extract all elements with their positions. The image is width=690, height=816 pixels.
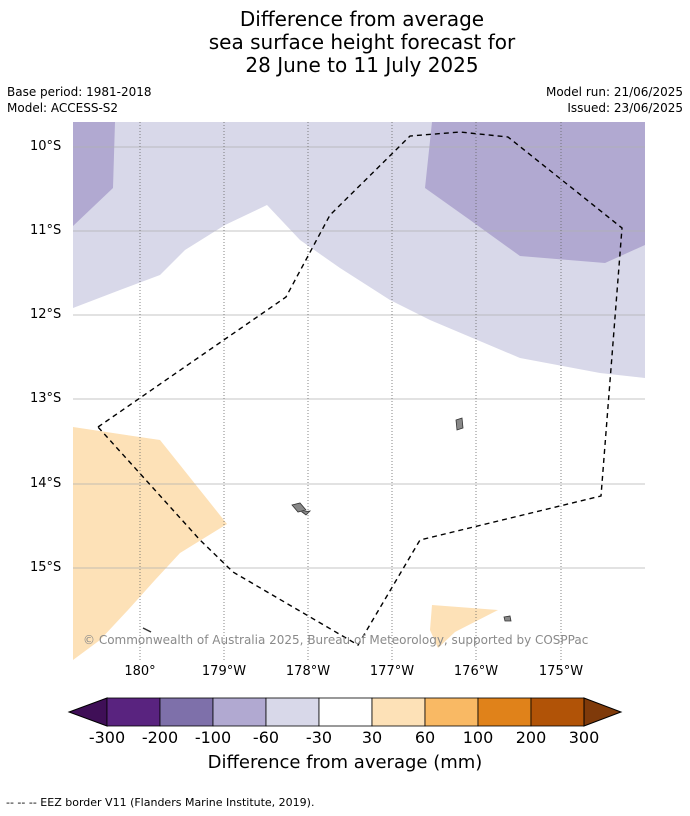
map-title: Difference from average sea surface heig…	[0, 8, 690, 77]
colorbar-segment	[106, 697, 161, 727]
issued-date: Issued: 23/06/2025	[567, 101, 683, 115]
colorbar-segment	[318, 697, 373, 727]
colorbar-label-7: 60	[414, 728, 436, 747]
meta-right: Model run: 21/06/2025 Issued: 23/06/2025	[546, 84, 683, 116]
anomaly-region-purple-nw	[73, 122, 115, 226]
eez-note: -- -- -- EEZ border V11 (Flanders Marine…	[6, 796, 315, 809]
lon-label-175w: 175°W	[538, 664, 584, 679]
lon-label-180: 180°	[124, 664, 156, 679]
title-line-1: Difference from average	[239, 7, 485, 31]
anomaly-region-orange-s	[430, 605, 498, 648]
model-run: Model run: 21/06/2025	[545, 85, 683, 99]
meta-left: Base period: 1981-2018 Model: ACCESS-S2	[7, 84, 152, 116]
colorbar-label-1: -300	[88, 728, 126, 747]
colorbar-label-9: 200	[515, 728, 547, 747]
colorbar-segment	[159, 697, 214, 727]
colorbar-extend-high	[583, 697, 623, 727]
colorbar-segment	[371, 697, 426, 727]
anomaly-region-purple-ne	[425, 122, 645, 263]
colorbar-label-5: -30	[305, 728, 333, 747]
model-name: Model: ACCESS-S2	[7, 101, 119, 115]
island-1	[455, 417, 464, 431]
colorbar-segment	[530, 697, 585, 727]
colorbar-segment	[424, 697, 479, 727]
lat-label-15s: 15°S	[30, 560, 62, 575]
colorbar-label-4: -60	[252, 728, 280, 747]
lat-label-13s: 13°S	[30, 391, 62, 406]
colorbar-segment	[265, 697, 320, 727]
lat-gridlines	[73, 146, 645, 569]
colorbar-label-6: 30	[361, 728, 383, 747]
lat-label-12s: 12°S	[30, 307, 62, 322]
lon-label-176w: 176°W	[453, 664, 499, 679]
copyright-credit: © Commonwealth of Australia 2025, Bureau…	[83, 633, 589, 647]
colorbar-segment	[212, 697, 267, 727]
colorbar-label-2: -200	[141, 728, 179, 747]
lat-label-14s: 14°S	[30, 476, 62, 491]
lon-label-177w: 177°W	[369, 664, 415, 679]
map-panel	[73, 122, 645, 660]
colorbar-segment	[477, 697, 532, 727]
base-period: Base period: 1981-2018	[7, 85, 152, 99]
eez-border	[96, 131, 623, 646]
colorbar-label-8: 100	[462, 728, 494, 747]
colorbar-label-10: 300	[568, 728, 600, 747]
colorbar-title: Difference from average (mm)	[207, 752, 483, 773]
island-5	[142, 627, 152, 633]
colorbar-extend-low	[67, 697, 108, 727]
colorbar	[67, 697, 623, 727]
lat-label-11s: 11°S	[30, 223, 62, 238]
colorbar-label-3: -100	[194, 728, 232, 747]
lon-label-178w: 178°W	[285, 664, 331, 679]
island-2	[291, 502, 307, 513]
lon-label-179w: 179°W	[201, 664, 247, 679]
title-line-3: 28 June to 11 July 2025	[245, 53, 479, 77]
anomaly-region-orange-w	[73, 427, 227, 660]
lat-label-10s: 10°S	[30, 139, 62, 154]
island-4	[503, 615, 512, 622]
title-line-2: sea surface height forecast for	[208, 30, 516, 54]
